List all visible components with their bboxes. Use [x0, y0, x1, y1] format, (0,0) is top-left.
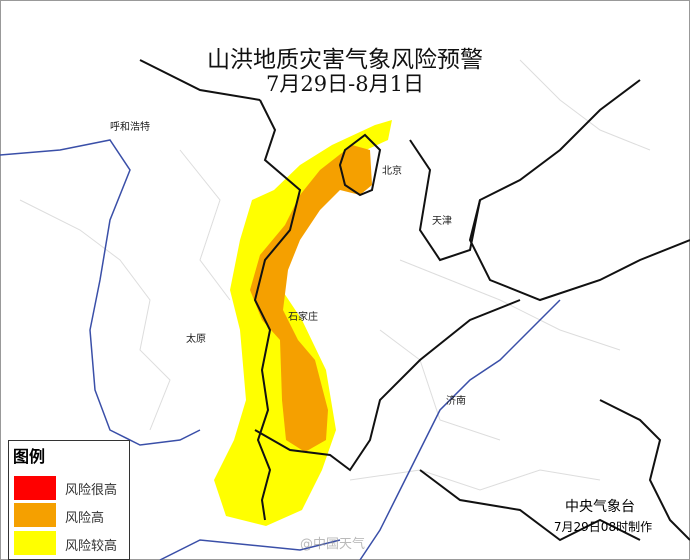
city-label: 呼和浩特 — [110, 122, 150, 133]
city-label: 石家庄 — [288, 312, 318, 323]
legend-label: 风险较高 — [65, 539, 118, 554]
province-boundaries — [139, 59, 690, 542]
risk-area-relatively-high — [214, 120, 392, 526]
watermark: @中国天气 — [300, 537, 366, 552]
city-label: 天津 — [432, 216, 452, 227]
map-title: 山洪地质灾害气象风险预警 — [207, 47, 483, 73]
legend-label: 风险高 — [65, 511, 105, 526]
legend-label: 风险很高 — [65, 483, 118, 498]
issuer: 中央气象台 — [565, 499, 635, 515]
county-boundaries — [19, 59, 651, 491]
city-label: 北京 — [382, 166, 402, 177]
legend-title: 图例 — [13, 447, 46, 466]
legend-swatch-relatively-high — [14, 531, 56, 555]
date-range: 7月29日-8月1日 — [266, 72, 424, 96]
city-label: 济南 — [446, 396, 466, 407]
legend: 图例 风险很高 风险高 风险较高 — [8, 440, 130, 560]
legend-swatch-high — [14, 503, 56, 527]
legend-swatch-very-high — [14, 476, 56, 500]
city-label: 太原 — [186, 334, 206, 345]
rivers — [0, 139, 561, 560]
issued-time: 7月29日08时制作 — [553, 520, 653, 534]
risk-area-high — [250, 145, 372, 452]
